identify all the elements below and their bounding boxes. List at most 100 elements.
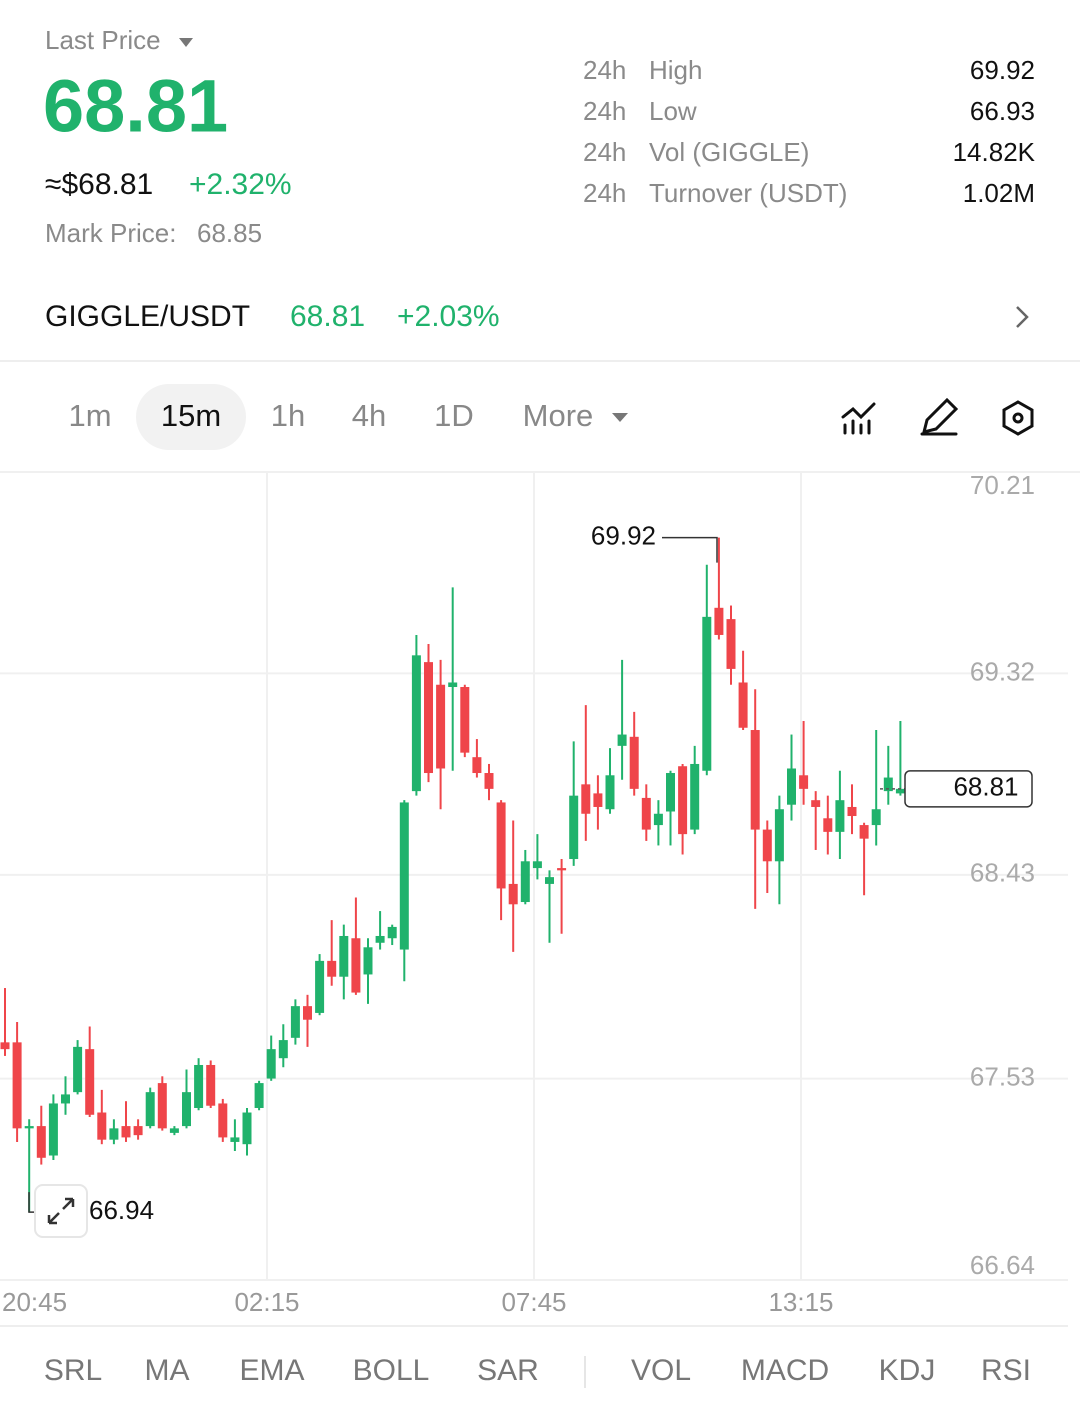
- candle-body: [835, 800, 845, 832]
- last-price-label[interactable]: Last Price: [45, 25, 161, 55]
- candle-body: [363, 947, 373, 975]
- interval-tab[interactable]: More: [523, 398, 594, 433]
- indicators: SRL MA EMA BOLL SAR VOL MACD KDJ RSI: [44, 1354, 1031, 1387]
- more-icon[interactable]: [612, 413, 628, 422]
- active-interval-bg: [136, 384, 246, 450]
- interval-tab[interactable]: 1h: [271, 398, 305, 433]
- usd-price: ≈$68.81: [45, 168, 153, 201]
- candle-body: [762, 829, 772, 862]
- candle-body: [811, 800, 821, 807]
- high-label: 69.92: [591, 521, 656, 551]
- stat-value: 66.93: [970, 96, 1035, 126]
- candle-body: [48, 1103, 58, 1156]
- indicator-tab[interactable]: BOLL: [353, 1354, 430, 1387]
- stat-period: 24h: [583, 178, 626, 208]
- candle-body: [581, 784, 591, 814]
- candle-body: [133, 1126, 143, 1136]
- candle-body: [315, 960, 325, 1013]
- candle-body: [774, 809, 784, 862]
- expand-icon: [47, 1197, 75, 1225]
- candle-body: [629, 736, 639, 789]
- y-tick-label: 67.53: [970, 1061, 1035, 1091]
- candle-body: [351, 938, 361, 993]
- draw-icon[interactable]: [920, 397, 959, 436]
- indicator-tab[interactable]: SRL: [44, 1354, 102, 1387]
- candle-body: [254, 1083, 264, 1108]
- candle-body: [206, 1064, 216, 1106]
- candle-body: [823, 818, 833, 832]
- candle-body: [157, 1083, 167, 1129]
- candle-body: [605, 775, 615, 810]
- candle-body: [883, 777, 893, 792]
- indicator-tab[interactable]: KDJ: [879, 1354, 936, 1387]
- interval-tab[interactable]: 15m: [161, 398, 221, 433]
- expand-button[interactable]: [34, 1184, 88, 1238]
- interval-tab[interactable]: 1D: [434, 398, 474, 433]
- stat-name: High: [649, 55, 702, 85]
- interval-tab[interactable]: 1m: [68, 398, 111, 433]
- stat-name: Turnover (USDT): [649, 178, 847, 208]
- candle-body: [557, 868, 567, 871]
- candle-body: [36, 1126, 46, 1158]
- candle-body: [714, 607, 724, 635]
- candle-body: [387, 926, 397, 939]
- candle-body: [12, 1042, 22, 1129]
- stat-name: Vol (GIGGLE): [649, 137, 809, 167]
- candle-body: [327, 960, 337, 977]
- indicator-tab[interactable]: MA: [145, 1354, 190, 1387]
- candle-body: [799, 775, 809, 789]
- candle-body: [666, 773, 675, 812]
- candle-body: [508, 883, 518, 905]
- candle-body: [593, 793, 603, 807]
- candle-body: [895, 788, 905, 794]
- indicator-tab[interactable]: VOL: [631, 1354, 691, 1387]
- chevron[interactable]: [1016, 306, 1029, 328]
- pair-name[interactable]: GIGGLE/USDT: [45, 300, 250, 333]
- candle-body: [436, 684, 446, 769]
- intervals: 1m 15m 1h 4h 1D More: [68, 398, 593, 433]
- pair-change: +2.03%: [397, 300, 500, 333]
- candle-body: [750, 730, 760, 830]
- dropdown-icon[interactable]: [179, 38, 193, 47]
- interval-tab[interactable]: 4h: [352, 398, 386, 433]
- last-price-box: [904, 770, 1033, 808]
- stat-value: 14.82K: [953, 137, 1036, 167]
- candle-body: [0, 1042, 10, 1050]
- candle-body: [460, 687, 470, 753]
- candle-body: [690, 763, 700, 830]
- indicator-tab[interactable]: RSI: [981, 1354, 1031, 1387]
- candle-body: [145, 1092, 155, 1127]
- toolbar-icons[interactable]: [841, 397, 1034, 436]
- candle-body: [641, 797, 651, 830]
- x-tick-label: 07:45: [501, 1287, 566, 1317]
- candle-body: [73, 1046, 83, 1093]
- candle-body: [411, 655, 421, 792]
- candle-body: [472, 757, 482, 774]
- settings-icon[interactable]: [1002, 400, 1034, 436]
- mark-value: 68.85: [197, 218, 262, 248]
- last-price: 68.81: [43, 65, 228, 148]
- indicator-tab[interactable]: MACD: [741, 1354, 829, 1387]
- y-tick-label: 66.64: [970, 1250, 1035, 1280]
- low-label: 66.94: [89, 1195, 154, 1225]
- candle-body: [532, 861, 542, 869]
- candle-body: [496, 802, 506, 889]
- indicator-tab[interactable]: EMA: [239, 1354, 304, 1387]
- candle-body: [24, 1126, 34, 1129]
- candle-body: [242, 1112, 252, 1145]
- stat-value: 69.92: [970, 55, 1035, 85]
- candle-body: [653, 813, 663, 826]
- y-tick-label: 69.32: [970, 656, 1035, 686]
- candle-body: [339, 935, 349, 977]
- x-tick-label: 13:15: [768, 1287, 833, 1317]
- candle-body: [375, 935, 385, 943]
- settings-dot: [1012, 412, 1024, 424]
- candle-body: [738, 682, 748, 728]
- candle-body: [109, 1128, 119, 1140]
- indicator-icon[interactable]: [841, 402, 876, 435]
- candle-body: [121, 1126, 131, 1138]
- indicator-tab[interactable]: SAR: [477, 1354, 539, 1387]
- last-price-tag: 68.81: [953, 772, 1018, 802]
